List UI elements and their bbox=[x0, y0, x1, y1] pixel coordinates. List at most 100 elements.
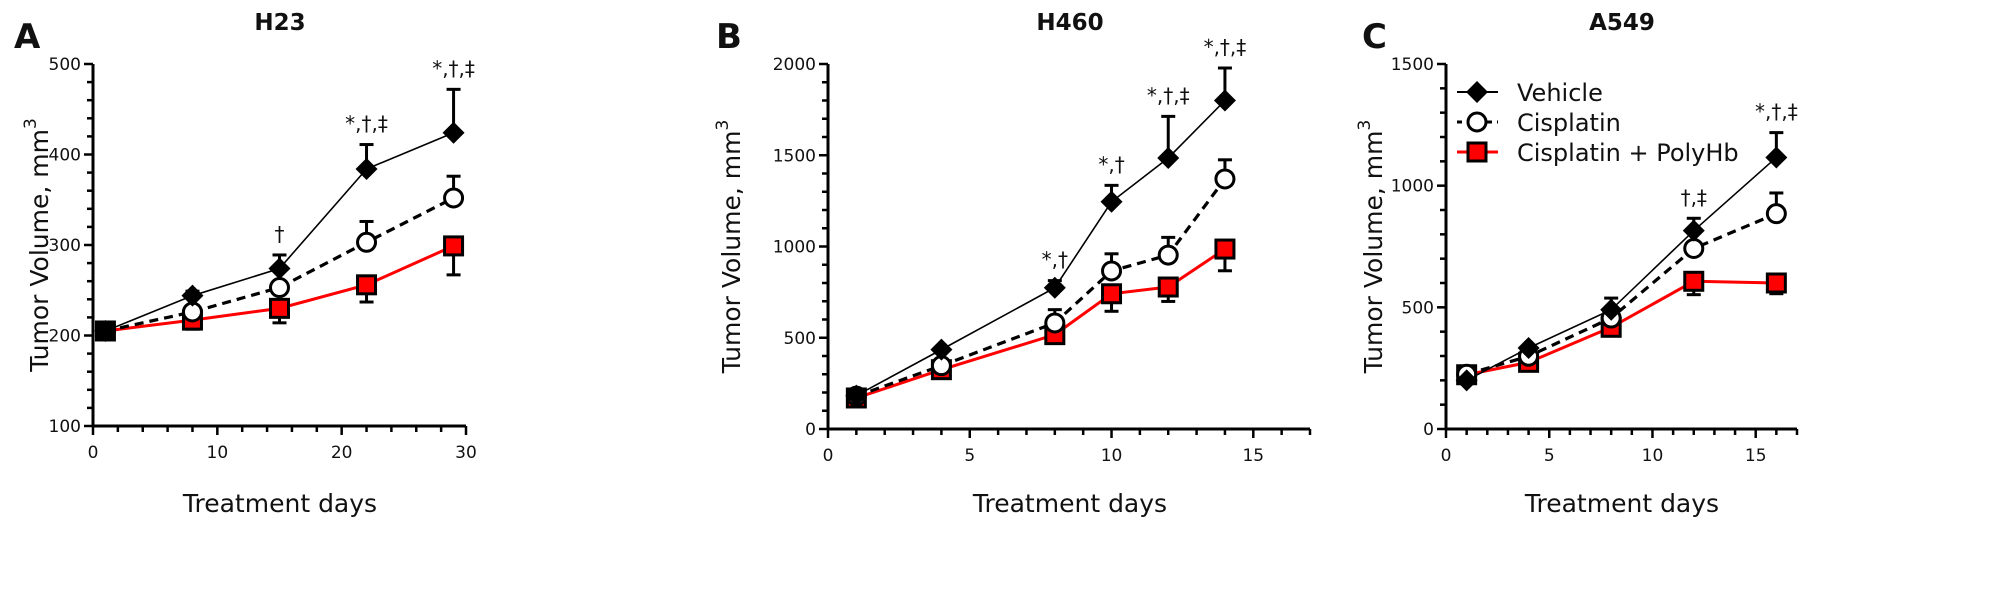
y-tick-label: 1000 bbox=[773, 238, 816, 258]
panel-title: H23 bbox=[254, 10, 305, 36]
point-cisplatin-polyhb bbox=[356, 274, 378, 296]
significance-annotation: †,‡ bbox=[1681, 185, 1707, 209]
point-vehicle bbox=[268, 257, 291, 280]
x-tick-label: 15 bbox=[1745, 446, 1767, 466]
point-cisplatin-polyhb bbox=[1765, 272, 1787, 294]
point-vehicle bbox=[1043, 276, 1066, 299]
x-tick-label: 0 bbox=[1441, 446, 1452, 466]
y-axis-label-text: Tumor Volume, mm bbox=[717, 131, 746, 375]
panel-letter: B bbox=[716, 17, 742, 57]
x-tick-label: 10 bbox=[1101, 446, 1123, 466]
legend-diamond-icon bbox=[1466, 81, 1488, 103]
legend-label: Cisplatin + PolyHb bbox=[1517, 139, 1739, 167]
x-tick-label: 20 bbox=[331, 443, 353, 463]
series-line-vehicle bbox=[1466, 156, 1777, 382]
significance-annotation: *,† bbox=[1098, 152, 1124, 176]
y-tick-label: 1500 bbox=[1391, 55, 1434, 75]
y-tick-label: 100 bbox=[49, 417, 81, 437]
point-cisplatin bbox=[1044, 312, 1066, 334]
point-vehicle bbox=[1455, 369, 1478, 392]
significance-annotation: *,†,‡ bbox=[1755, 100, 1798, 124]
y-tick-label: 0 bbox=[805, 420, 816, 440]
y-axis-label: Tumor Volume, mm3 bbox=[1355, 120, 1388, 375]
y-axis-label-superscript: 3 bbox=[1355, 120, 1375, 131]
series-line-cisplatin-polyhb bbox=[855, 247, 1226, 400]
y-axis-label-text: Tumor Volume, mm bbox=[25, 129, 54, 373]
legend-label: Cisplatin bbox=[1517, 109, 1621, 137]
point-vehicle bbox=[94, 319, 117, 342]
y-tick-label: 1000 bbox=[1391, 177, 1434, 197]
legend-item-cisplatin: Cisplatin bbox=[1457, 109, 1621, 137]
point-vehicle bbox=[1157, 146, 1180, 169]
point-cisplatin bbox=[1101, 260, 1123, 282]
x-tick-label: 10 bbox=[207, 443, 229, 463]
point-vehicle bbox=[1213, 89, 1236, 112]
legend-item-cisplatin-polyhb: Cisplatin + PolyHb bbox=[1457, 139, 1739, 167]
panel-b: B H460 0 500 1000 1500 2000 0 5 10 15 Treatment day… bbox=[713, 10, 1312, 518]
significance-annotation: *,†,‡ bbox=[345, 112, 388, 136]
legend-item-vehicle: Vehicle bbox=[1457, 79, 1603, 107]
x-tick-label: 5 bbox=[964, 446, 975, 466]
point-vehicle bbox=[442, 121, 465, 144]
panel-letter: C bbox=[1362, 17, 1387, 57]
point-cisplatin bbox=[269, 277, 290, 299]
x-axis-label: Treatment days bbox=[1524, 489, 1719, 518]
series-cisplatin-polyhb bbox=[849, 247, 1232, 401]
point-vehicle bbox=[1682, 219, 1705, 242]
point-cisplatin-polyhb bbox=[1157, 276, 1179, 298]
point-cisplatin-polyhb bbox=[269, 297, 290, 319]
point-cisplatin-polyhb bbox=[443, 235, 465, 257]
point-cisplatin bbox=[1683, 237, 1705, 259]
series-line-cisplatin bbox=[855, 178, 1227, 398]
y-tick-label: 500 bbox=[1402, 298, 1434, 318]
point-vehicle bbox=[355, 157, 378, 180]
y-axis-label-superscript: 3 bbox=[21, 118, 41, 129]
panel-a: A H23 100 200 300 400 500 0 10 20 30 Treatment days… bbox=[14, 10, 477, 518]
significance-annotation: *,†,‡ bbox=[432, 56, 475, 80]
panel-c: C A549 0 500 1000 1500 0 5 10 15 Treatment days Tum… bbox=[1355, 10, 1799, 518]
point-cisplatin-polyhb bbox=[1683, 270, 1705, 292]
x-tick-label: 15 bbox=[1242, 446, 1264, 466]
significance-annotation: *,†,‡ bbox=[1147, 83, 1190, 107]
point-cisplatin bbox=[1157, 244, 1179, 266]
x-tick-label: 30 bbox=[455, 443, 477, 463]
y-tick-label: 200 bbox=[49, 327, 81, 347]
y-axis-label-text: Tumor Volume, mm bbox=[1359, 131, 1388, 375]
y-tick-label: 300 bbox=[49, 236, 81, 256]
significance-annotation: *,†,‡ bbox=[1204, 35, 1247, 59]
y-tick-label: 400 bbox=[49, 146, 81, 166]
point-cisplatin bbox=[443, 187, 465, 209]
y-axis-label-superscript: 3 bbox=[713, 120, 733, 131]
y-tick-label: 1500 bbox=[773, 146, 816, 166]
panel-title: H460 bbox=[1036, 10, 1103, 36]
point-vehicle bbox=[181, 284, 204, 307]
point-vehicle bbox=[1765, 146, 1788, 169]
panel-letter: A bbox=[14, 17, 41, 57]
point-cisplatin-polyhb bbox=[1101, 283, 1123, 305]
x-tick-label: 10 bbox=[1642, 446, 1664, 466]
y-axis-label: Tumor Volume, mm3 bbox=[713, 120, 746, 375]
point-cisplatin-polyhb bbox=[1214, 238, 1236, 260]
point-vehicle bbox=[1600, 298, 1623, 321]
legend-square-icon bbox=[1466, 141, 1488, 163]
y-axis-label: Tumor Volume, mm3 bbox=[21, 118, 54, 373]
point-vehicle bbox=[845, 384, 868, 407]
y-tick-label: 2000 bbox=[773, 55, 816, 75]
series-line-cisplatin bbox=[1466, 212, 1777, 376]
point-cisplatin bbox=[356, 231, 378, 253]
point-vehicle bbox=[930, 338, 953, 361]
series-vehicle bbox=[849, 66, 1232, 397]
legend-label: Vehicle bbox=[1517, 79, 1603, 107]
significance-annotation: *,† bbox=[1042, 248, 1068, 272]
x-axis-label: Treatment days bbox=[182, 489, 377, 518]
y-tick-label: 0 bbox=[1423, 420, 1434, 440]
y-tick-label: 500 bbox=[49, 55, 81, 75]
point-vehicle bbox=[1100, 190, 1123, 213]
point-cisplatin bbox=[1214, 168, 1236, 190]
legend-circle-icon bbox=[1466, 111, 1488, 133]
y-tick-label: 500 bbox=[784, 329, 816, 349]
series-line-vehicle bbox=[855, 99, 1226, 397]
x-tick-label: 0 bbox=[823, 446, 834, 466]
